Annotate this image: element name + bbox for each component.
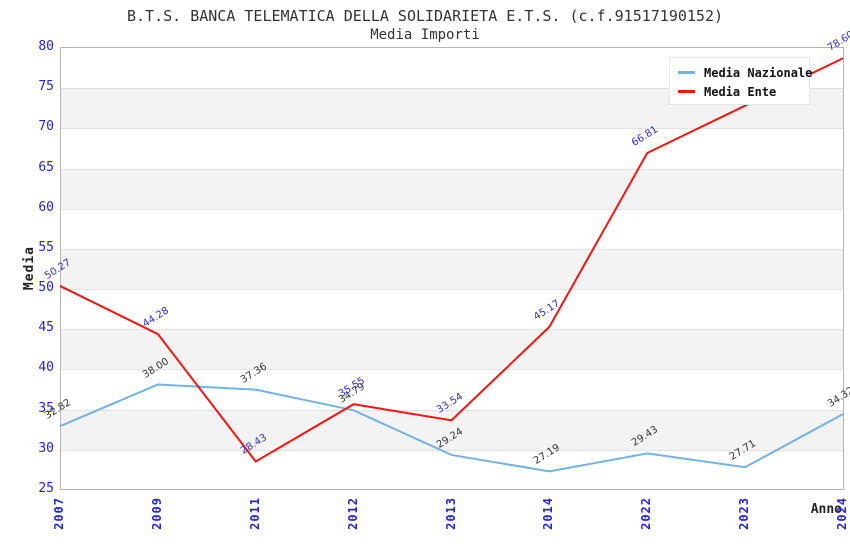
y-tick-label: 70 xyxy=(38,119,54,135)
grid-band xyxy=(61,128,843,168)
legend-label: Media Nazionale xyxy=(704,65,813,80)
x-tick-label: 2024 xyxy=(835,497,849,530)
y-tick-label: 30 xyxy=(38,440,54,456)
x-tick-label: 2007 xyxy=(52,497,66,530)
y-tick-label: 65 xyxy=(38,159,54,175)
y-tick-label: 45 xyxy=(38,320,54,336)
plot-area xyxy=(60,47,844,490)
y-tick-label: 75 xyxy=(38,79,54,95)
chart-subtitle: Media Importi xyxy=(370,27,480,43)
grid-band xyxy=(61,208,843,249)
x-tick-label: 2011 xyxy=(247,497,262,530)
x-tick-label: 2014 xyxy=(541,497,556,530)
x-tick-label: 2023 xyxy=(737,497,752,530)
legend-swatch xyxy=(678,71,695,74)
x-tick-label: 2009 xyxy=(149,497,164,530)
y-tick-label: 35 xyxy=(38,400,54,416)
legend-swatch xyxy=(678,90,695,93)
y-tick-label: 55 xyxy=(38,239,54,255)
y-tick-label: 50 xyxy=(38,280,54,296)
x-tick-label: 2022 xyxy=(639,497,654,530)
y-tick-label: 40 xyxy=(38,360,54,376)
grid-band xyxy=(61,248,843,290)
chart-title: B.T.S. BANCA TELEMATICA DELLA SOLIDARIET… xyxy=(126,7,724,25)
legend-item: Media Nazionale xyxy=(678,63,813,82)
y-tick-label: 80 xyxy=(38,39,54,54)
y-tick-label: 25 xyxy=(38,481,54,496)
x-tick-label: 2013 xyxy=(443,497,458,530)
legend-item: Media Ente xyxy=(678,82,809,101)
legend-label: Media Ente xyxy=(704,84,777,99)
grid-band xyxy=(61,168,843,209)
x-tick-label: 2012 xyxy=(345,497,360,530)
grid-band xyxy=(61,329,843,370)
legend: Media Nazionale Media Ente xyxy=(669,57,813,105)
x-axis-label: Anno xyxy=(810,502,842,517)
y-tick-label: 60 xyxy=(38,199,54,215)
